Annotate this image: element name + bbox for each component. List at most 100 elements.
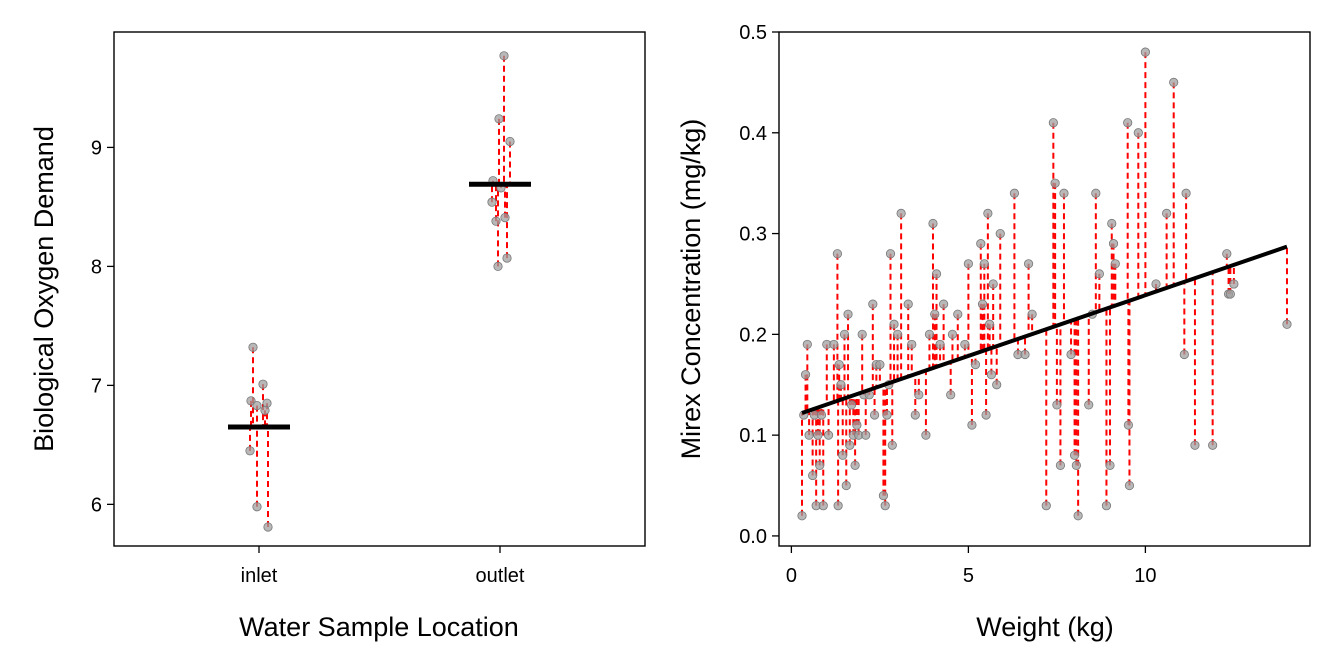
data-point (850, 460, 860, 470)
x-tick-label: 10 (1134, 565, 1156, 587)
data-point (985, 319, 995, 329)
data-point (1101, 501, 1112, 511)
data-point (1059, 188, 1069, 198)
data-point (846, 400, 857, 410)
data-point (1222, 249, 1232, 259)
data-point (1052, 400, 1062, 410)
data-point (1009, 188, 1020, 198)
data-point (976, 239, 986, 249)
data-point (892, 329, 903, 339)
right-y-axis-ticks: 0.0 0.1 0.2 0.3 0.4 0.5 (739, 22, 779, 548)
data-point (499, 51, 509, 61)
y-tick-label: 9 (91, 137, 102, 159)
data-point (1282, 319, 1292, 329)
data-point (967, 420, 977, 430)
data-point (1041, 501, 1051, 511)
y-tick-label: 0.3 (739, 224, 767, 246)
data-point (953, 309, 963, 319)
data-point (930, 309, 940, 319)
y-tick-label: 7 (91, 375, 102, 397)
data-point (947, 329, 958, 339)
data-point (797, 511, 807, 521)
data-point (246, 396, 256, 406)
data-point (1133, 128, 1143, 138)
data-point (843, 309, 853, 319)
data-point (981, 410, 991, 420)
y-tick-label: 8 (91, 256, 102, 278)
x-tick-label: 0 (786, 565, 797, 587)
data-point (252, 401, 262, 411)
right-data-points (797, 47, 1292, 521)
data-point (878, 491, 889, 501)
data-point (1073, 511, 1083, 521)
left-group-mean-bars (228, 181, 531, 430)
data-point (1140, 47, 1150, 57)
data-point (1023, 259, 1034, 269)
data-point (1066, 349, 1076, 360)
data-point (1094, 269, 1104, 279)
data-point (260, 405, 270, 415)
data-point (1229, 279, 1239, 289)
y-tick-label: 0.5 (739, 22, 767, 44)
data-point (1091, 188, 1101, 198)
data-point (502, 253, 512, 263)
data-point (1208, 440, 1218, 450)
data-point (258, 379, 268, 389)
data-point (494, 114, 504, 124)
data-point (263, 522, 273, 532)
data-point (896, 208, 906, 219)
data-point (808, 470, 818, 481)
x-tick-label: 5 (963, 565, 974, 587)
right-fit-line (801, 244, 1288, 415)
data-point (986, 370, 997, 380)
data-point (1123, 420, 1133, 430)
data-point (816, 410, 827, 420)
data-point (823, 430, 834, 440)
data-point (818, 501, 828, 511)
x-tick-label: inlet (241, 565, 278, 587)
data-point (500, 213, 510, 223)
data-point (1084, 400, 1094, 410)
data-point (914, 390, 924, 400)
right-plot-frame (778, 31, 1311, 547)
data-point (1107, 218, 1117, 229)
data-point (1123, 118, 1133, 128)
data-point (829, 339, 839, 350)
data-point (887, 440, 897, 450)
data-point (868, 299, 878, 309)
data-point (963, 259, 973, 269)
right-x-axis-title: Weight (kg) (976, 612, 1114, 642)
data-point (924, 329, 935, 339)
data-point (988, 279, 998, 289)
data-point (907, 339, 917, 350)
right-x-axis-ticks: 0 5 10 (786, 546, 1157, 587)
data-point (857, 329, 867, 339)
data-point (493, 261, 503, 271)
data-point (882, 410, 892, 420)
data-point (931, 269, 942, 279)
data-point (834, 359, 844, 370)
data-point (839, 329, 850, 339)
data-point (833, 501, 843, 511)
data-point (1110, 259, 1120, 269)
data-point (248, 342, 258, 352)
data-point (813, 430, 823, 440)
x-tick-label: outlet (476, 565, 525, 587)
data-point (1124, 480, 1135, 491)
data-point (245, 446, 255, 456)
data-point (960, 339, 970, 350)
data-point (885, 249, 896, 259)
data-point (992, 380, 1002, 390)
data-point (815, 460, 825, 470)
data-point (804, 430, 814, 440)
y-tick-label: 6 (91, 494, 102, 516)
data-point (869, 410, 880, 420)
data-point (1055, 460, 1066, 470)
data-point (903, 299, 913, 309)
data-point (1020, 349, 1030, 360)
left-y-axis-ticks: 6 7 8 9 (91, 137, 114, 516)
data-point (946, 390, 956, 400)
right-y-axis-title: Mirex Concentration (mg/kg) (676, 119, 706, 460)
left-x-axis-title: Water Sample Location (239, 612, 519, 642)
